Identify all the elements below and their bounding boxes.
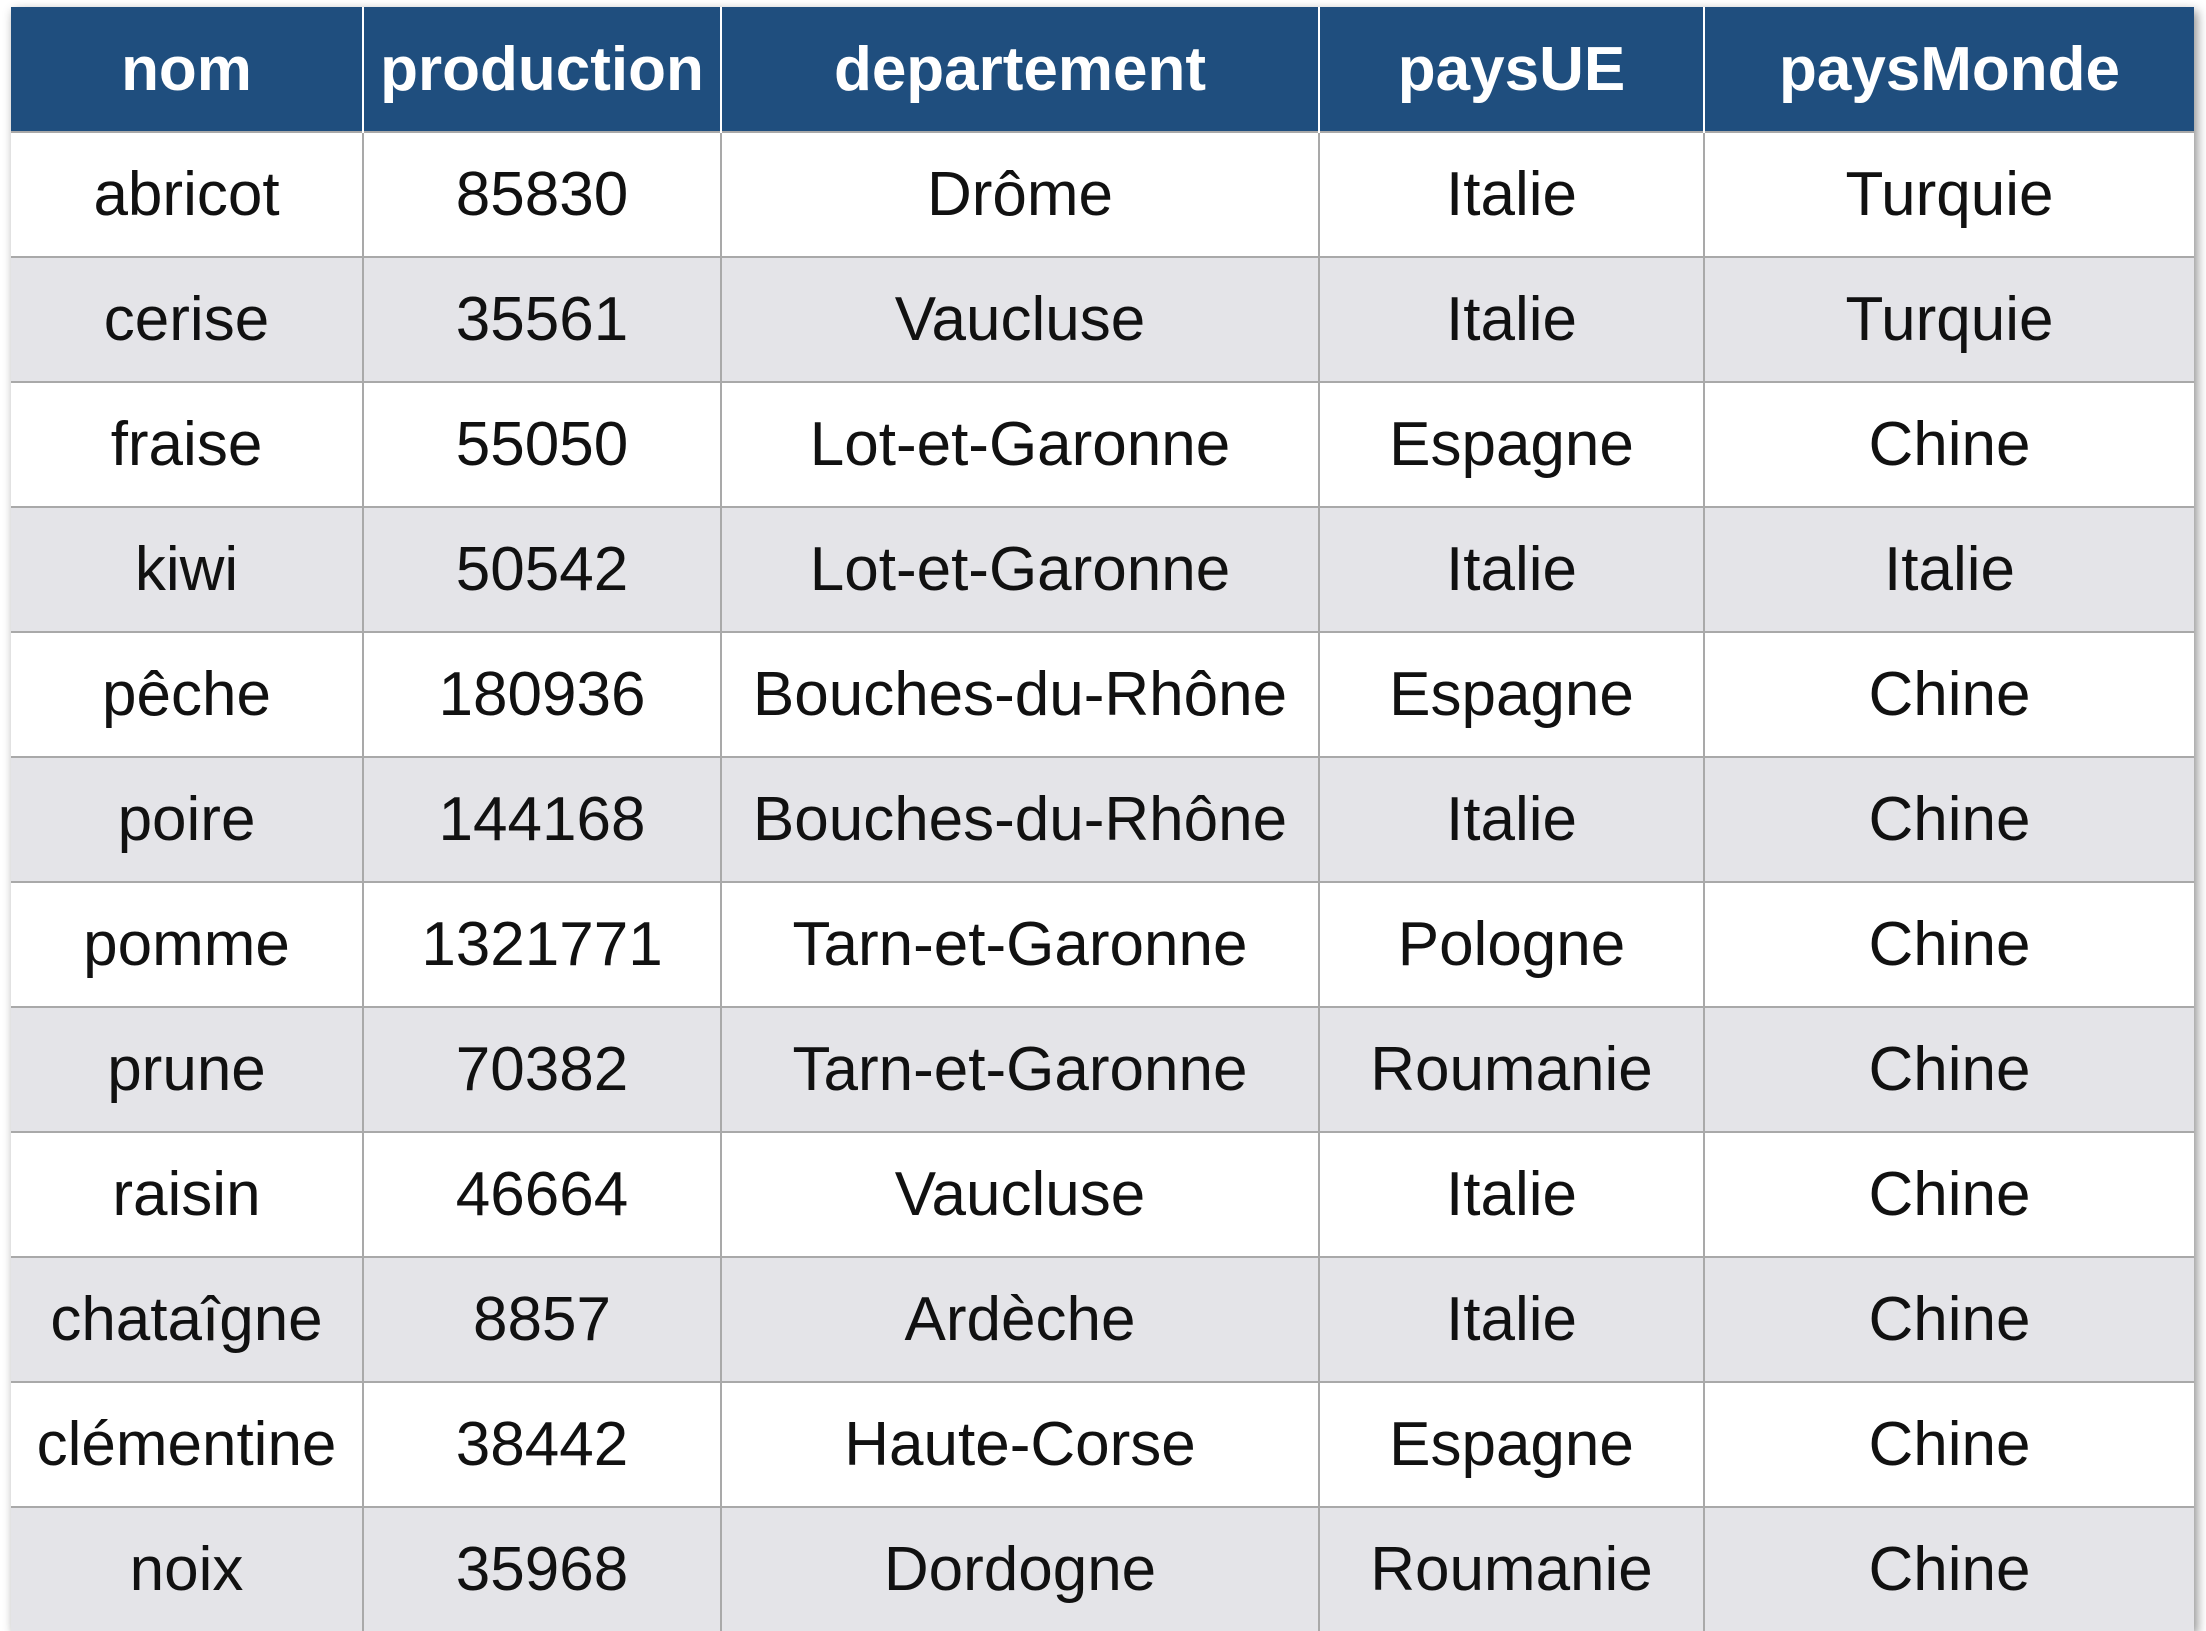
cell-nom: kiwi — [11, 506, 363, 632]
cell-nom: raisin — [11, 1131, 363, 1257]
cell-production: 180936 — [362, 631, 721, 757]
cell-departement: Dordogne — [720, 1506, 1319, 1631]
cell-production: 35968 — [362, 1506, 721, 1631]
table-row: pomme 1321771 Tarn-et-Garonne Pologne Chine — [11, 881, 2194, 1007]
fruit-production-table: nom production departement paysUE paysMo… — [11, 7, 2194, 1631]
cell-departement: Tarn-et-Garonne — [720, 1006, 1319, 1132]
cell-paysmonde: Chine — [1703, 1006, 2194, 1132]
cell-paysmonde: Turquie — [1703, 131, 2194, 257]
cell-paysmonde: Chine — [1703, 881, 2194, 1007]
cell-paysmonde: Chine — [1703, 1506, 2194, 1631]
cell-production: 46664 — [362, 1131, 721, 1257]
cell-production: 38442 — [362, 1381, 721, 1507]
cell-paysue: Italie — [1318, 256, 1704, 382]
cell-paysue: Espagne — [1318, 631, 1704, 757]
cell-nom: pomme — [11, 881, 363, 1007]
cell-departement: Lot-et-Garonne — [720, 381, 1319, 507]
column-header-departement: departement — [720, 7, 1319, 132]
table-row: pêche 180936 Bouches-du-Rhône Espagne Chine — [11, 631, 2194, 757]
cell-paysue: Roumanie — [1318, 1506, 1704, 1631]
column-header-nom: nom — [11, 7, 363, 132]
table-row: chataîgne 8857 Ardèche Italie Chine — [11, 1256, 2194, 1382]
table-row: raisin 46664 Vaucluse Italie Chine — [11, 1131, 2194, 1257]
cell-paysue: Espagne — [1318, 1381, 1704, 1507]
table-row: fraise 55050 Lot-et-Garonne Espagne Chine — [11, 381, 2194, 507]
data-table-container: nom production departement paysUE paysMo… — [11, 7, 2194, 1631]
cell-nom: clémentine — [11, 1381, 363, 1507]
cell-departement: Drôme — [720, 131, 1319, 257]
cell-paysue: Italie — [1318, 1131, 1704, 1257]
cell-nom: noix — [11, 1506, 363, 1631]
cell-paysmonde: Chine — [1703, 756, 2194, 882]
cell-paysmonde: Turquie — [1703, 256, 2194, 382]
cell-production: 70382 — [362, 1006, 721, 1132]
cell-production: 35561 — [362, 256, 721, 382]
cell-paysue: Italie — [1318, 756, 1704, 882]
table-row: clémentine 38442 Haute-Corse Espagne Chine — [11, 1381, 2194, 1507]
cell-production: 85830 — [362, 131, 721, 257]
cell-paysue: Italie — [1318, 1256, 1704, 1382]
cell-departement: Bouches-du-Rhône — [720, 631, 1319, 757]
table-row: prune 70382 Tarn-et-Garonne Roumanie Chine — [11, 1006, 2194, 1132]
table-header-row: nom production departement paysUE paysMo… — [11, 7, 2194, 132]
table-body: abricot 85830 Drôme Italie Turquie cerise 3556… — [11, 131, 2194, 1631]
table-row: abricot 85830 Drôme Italie Turquie — [11, 131, 2194, 257]
cell-nom: abricot — [11, 131, 363, 257]
cell-paysmonde: Italie — [1703, 506, 2194, 632]
cell-departement: Haute-Corse — [720, 1381, 1319, 1507]
cell-paysue: Pologne — [1318, 881, 1704, 1007]
cell-departement: Bouches-du-Rhône — [720, 756, 1319, 882]
cell-nom: poire — [11, 756, 363, 882]
cell-paysue: Espagne — [1318, 381, 1704, 507]
cell-paysue: Italie — [1318, 506, 1704, 632]
cell-nom: cerise — [11, 256, 363, 382]
cell-nom: fraise — [11, 381, 363, 507]
cell-departement: Vaucluse — [720, 1131, 1319, 1257]
cell-departement: Tarn-et-Garonne — [720, 881, 1319, 1007]
cell-paysmonde: Chine — [1703, 1256, 2194, 1382]
column-header-production: production — [362, 7, 721, 132]
cell-paysue: Roumanie — [1318, 1006, 1704, 1132]
cell-nom: pêche — [11, 631, 363, 757]
cell-paysmonde: Chine — [1703, 1131, 2194, 1257]
cell-paysue: Italie — [1318, 131, 1704, 257]
column-header-paysue: paysUE — [1318, 7, 1704, 132]
cell-nom: prune — [11, 1006, 363, 1132]
cell-nom: chataîgne — [11, 1256, 363, 1382]
cell-paysmonde: Chine — [1703, 1381, 2194, 1507]
cell-production: 144168 — [362, 756, 721, 882]
cell-production: 8857 — [362, 1256, 721, 1382]
cell-paysmonde: Chine — [1703, 381, 2194, 507]
cell-departement: Vaucluse — [720, 256, 1319, 382]
cell-production: 1321771 — [362, 881, 721, 1007]
table-row: kiwi 50542 Lot-et-Garonne Italie Italie — [11, 506, 2194, 632]
cell-production: 50542 — [362, 506, 721, 632]
table-row: poire 144168 Bouches-du-Rhône Italie Chine — [11, 756, 2194, 882]
cell-departement: Ardèche — [720, 1256, 1319, 1382]
table-row: noix 35968 Dordogne Roumanie Chine — [11, 1506, 2194, 1631]
cell-paysmonde: Chine — [1703, 631, 2194, 757]
cell-production: 55050 — [362, 381, 721, 507]
cell-departement: Lot-et-Garonne — [720, 506, 1319, 632]
table-row: cerise 35561 Vaucluse Italie Turquie — [11, 256, 2194, 382]
column-header-paysmonde: paysMonde — [1703, 7, 2194, 132]
